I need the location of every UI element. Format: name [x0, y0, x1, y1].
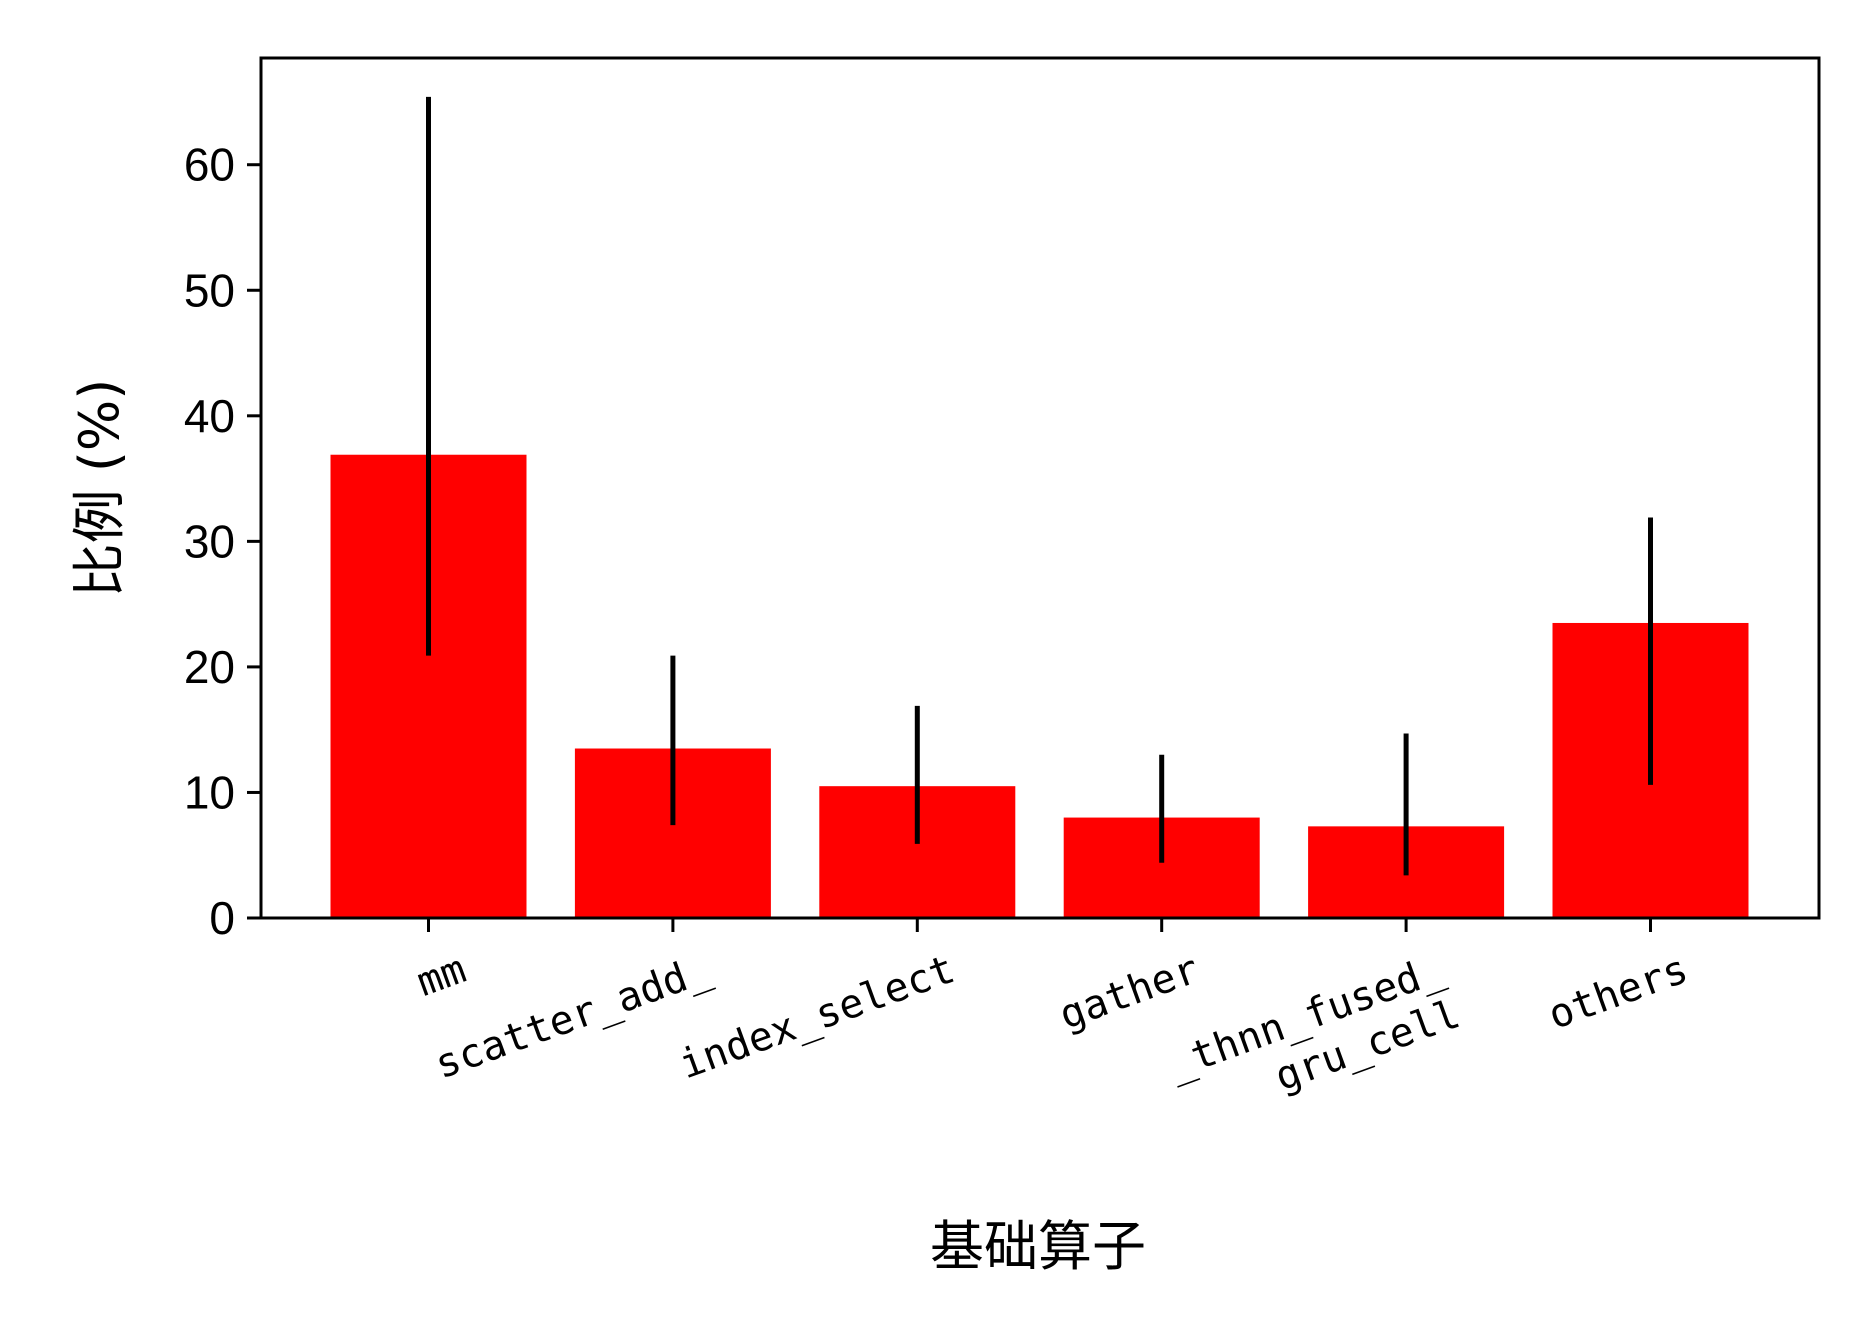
x-tick-label: gather — [1054, 946, 1206, 1039]
y-tick-label: 40 — [184, 390, 235, 442]
y-tick-label: 10 — [184, 766, 235, 818]
y-axis-title: 比例 (%) — [68, 379, 131, 598]
y-tick-label: 30 — [184, 515, 235, 567]
x-tick-label-line: gather — [1054, 946, 1206, 1039]
x-tick-label: scatter_add_ — [429, 946, 717, 1088]
x-tick-label: _thnn_fused_gru_cell — [1162, 946, 1467, 1133]
y-tick-label: 0 — [209, 892, 235, 944]
plot-area-frame — [259, 56, 1821, 920]
x-tick-label: others — [1542, 946, 1694, 1039]
x-tick-label: index_select — [673, 946, 960, 1088]
x-tick-label-line: others — [1542, 946, 1694, 1039]
y-tick-label: 20 — [184, 641, 235, 693]
x-tick-label-line: mm — [411, 946, 472, 1006]
x-tick-label-line: index_select — [673, 946, 960, 1088]
x-axis-title: 基础算子 — [930, 1215, 1146, 1278]
y-tick-label: 50 — [184, 264, 235, 316]
x-tick-label: mm — [411, 946, 472, 1006]
y-tick-label: 60 — [184, 139, 235, 191]
x-tick-label-line: scatter_add_ — [429, 946, 717, 1088]
